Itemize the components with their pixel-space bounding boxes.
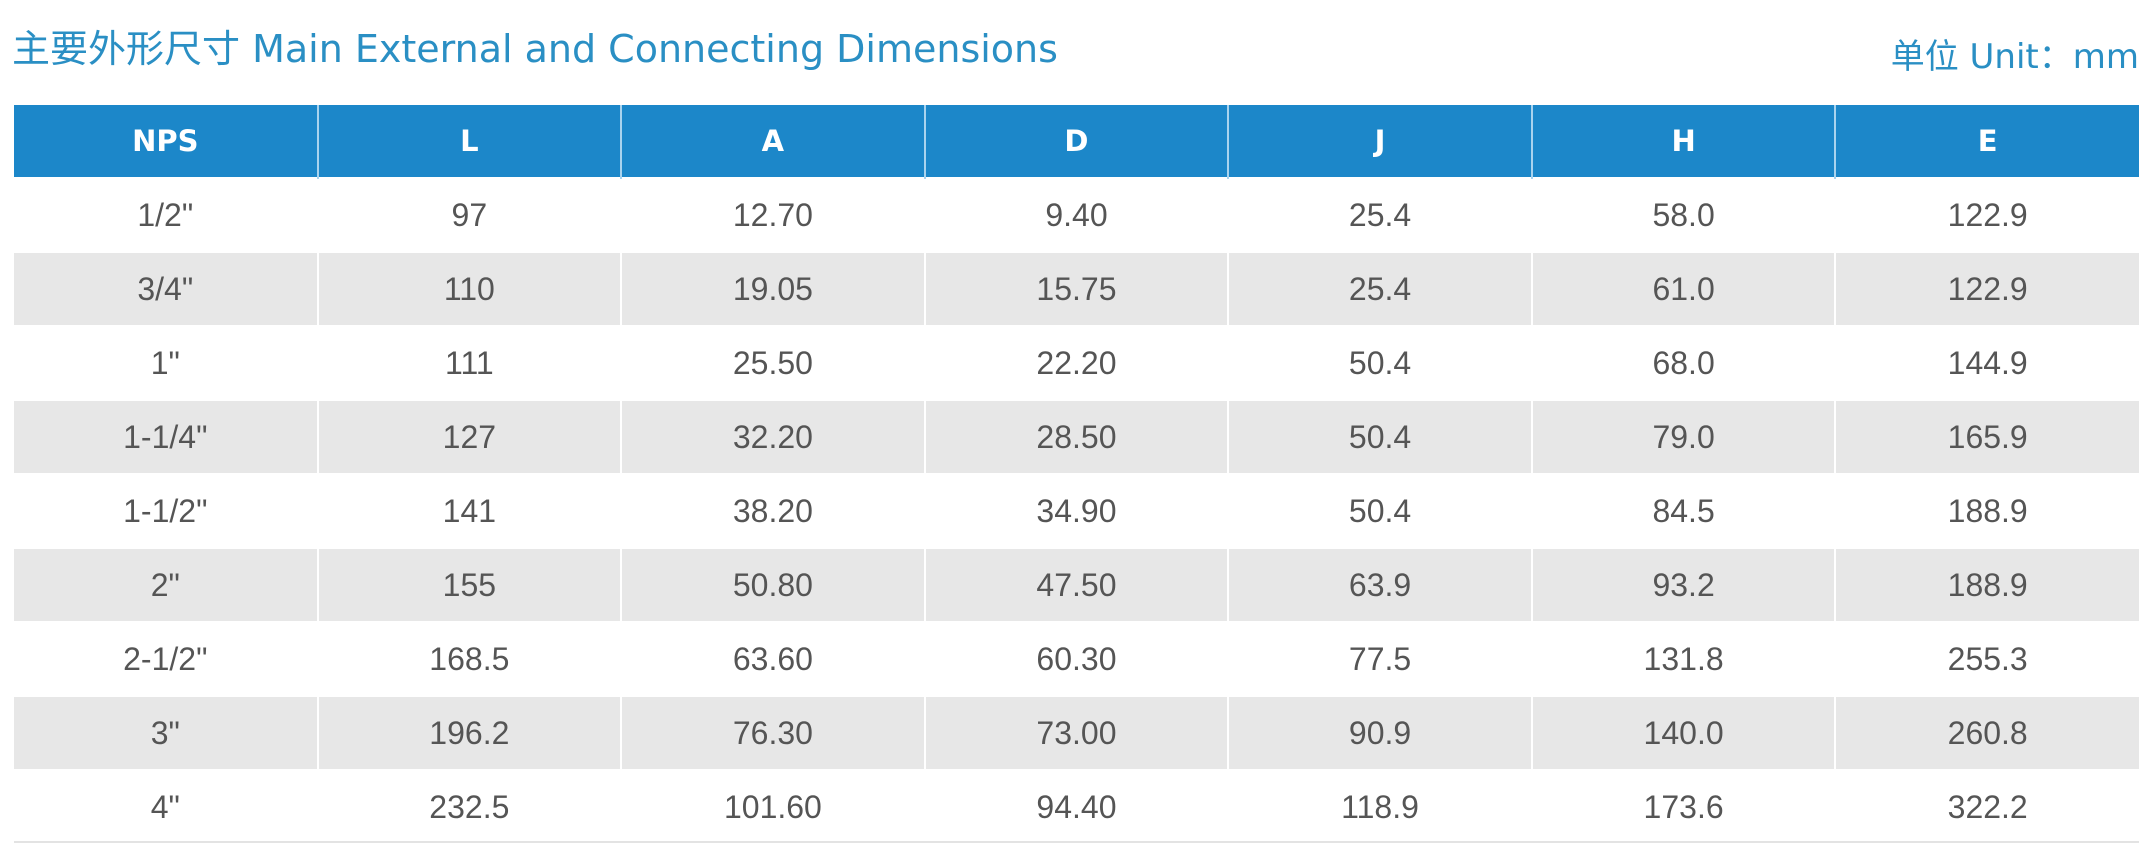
cell-d: 9.40 xyxy=(923,177,1229,252)
cell-l: 111 xyxy=(316,325,622,400)
cell-nps: 2" xyxy=(14,547,318,622)
cell-j: 90.9 xyxy=(1227,695,1532,770)
cell-a: 25.50 xyxy=(620,325,925,400)
cell-a: 38.20 xyxy=(620,473,925,548)
column-header-nps: NPS xyxy=(14,105,318,178)
cell-l: 97 xyxy=(316,177,622,252)
cell-h: 131.8 xyxy=(1530,621,1836,696)
table-header-row: NPS L A D J H E xyxy=(14,105,2139,178)
cell-j: 77.5 xyxy=(1227,621,1532,696)
cell-l: 196.2 xyxy=(316,695,622,770)
cell-a: 76.30 xyxy=(620,695,925,770)
cell-j: 50.4 xyxy=(1227,325,1532,400)
table-row: 1-1/4" 127 32.20 28.50 50.4 79.0 165.9 xyxy=(14,399,2139,474)
cell-d: 94.40 xyxy=(923,769,1229,843)
cell-e: 260.8 xyxy=(1834,695,2139,770)
cell-l: 232.5 xyxy=(316,769,622,843)
cell-a: 50.80 xyxy=(620,547,925,622)
table-row: 2" 155 50.80 47.50 63.9 93.2 188.9 xyxy=(14,547,2139,622)
cell-l: 168.5 xyxy=(316,621,622,696)
column-header-a: A xyxy=(620,105,925,178)
cell-e: 255.3 xyxy=(1834,621,2139,696)
cell-a: 19.05 xyxy=(620,251,925,326)
cell-nps: 2-1/2" xyxy=(14,621,318,696)
cell-nps: 1/2" xyxy=(14,177,318,252)
cell-e: 144.9 xyxy=(1834,325,2139,400)
cell-nps: 4" xyxy=(14,769,318,843)
unit-label: 单位 Unit：mm xyxy=(1890,37,2139,77)
cell-h: 140.0 xyxy=(1530,695,1836,770)
table-bottom-divider xyxy=(14,841,2139,843)
cell-d: 60.30 xyxy=(923,621,1229,696)
cell-d: 15.75 xyxy=(923,251,1229,326)
column-header-l: L xyxy=(316,105,622,178)
cell-h: 68.0 xyxy=(1530,325,1836,400)
cell-d: 28.50 xyxy=(923,399,1229,474)
cell-d: 22.20 xyxy=(923,325,1229,400)
cell-e: 122.9 xyxy=(1834,177,2139,252)
cell-h: 93.2 xyxy=(1530,547,1836,622)
cell-a: 101.60 xyxy=(620,769,925,843)
table-row: 1-1/2" 141 38.20 34.90 50.4 84.5 188.9 xyxy=(14,473,2139,548)
cell-l: 110 xyxy=(316,251,622,326)
cell-l: 141 xyxy=(316,473,622,548)
cell-h: 58.0 xyxy=(1530,177,1836,252)
cell-d: 73.00 xyxy=(923,695,1229,770)
cell-a: 12.70 xyxy=(620,177,925,252)
cell-j: 50.4 xyxy=(1227,399,1532,474)
cell-e: 188.9 xyxy=(1834,473,2139,548)
cell-j: 63.9 xyxy=(1227,547,1532,622)
cell-h: 79.0 xyxy=(1530,399,1836,474)
cell-l: 127 xyxy=(316,399,622,474)
cell-nps: 1" xyxy=(14,325,318,400)
table-row: 4" 232.5 101.60 94.40 118.9 173.6 322.2 xyxy=(14,769,2139,843)
table-row: 3" 196.2 76.30 73.00 90.9 140.0 260.8 xyxy=(14,695,2139,770)
cell-h: 84.5 xyxy=(1530,473,1836,548)
cell-nps: 1-1/4" xyxy=(14,399,318,474)
cell-e: 122.9 xyxy=(1834,251,2139,326)
column-header-d: D xyxy=(923,105,1229,178)
cell-e: 165.9 xyxy=(1834,399,2139,474)
table-row: 1" 111 25.50 22.20 50.4 68.0 144.9 xyxy=(14,325,2139,400)
column-header-h: H xyxy=(1530,105,1836,178)
cell-a: 63.60 xyxy=(620,621,925,696)
page-title: 主要外形尺寸 Main External and Connecting Dime… xyxy=(12,27,1058,71)
cell-l: 155 xyxy=(316,547,622,622)
cell-j: 25.4 xyxy=(1227,177,1532,252)
cell-nps: 3/4" xyxy=(14,251,318,326)
table-row: 2-1/2" 168.5 63.60 60.30 77.5 131.8 255.… xyxy=(14,621,2139,696)
column-header-j: J xyxy=(1227,105,1532,178)
table-row: 1/2" 97 12.70 9.40 25.4 58.0 122.9 xyxy=(14,177,2139,252)
cell-h: 61.0 xyxy=(1530,251,1836,326)
cell-j: 118.9 xyxy=(1227,769,1532,843)
cell-e: 322.2 xyxy=(1834,769,2139,843)
cell-a: 32.20 xyxy=(620,399,925,474)
cell-nps: 1-1/2" xyxy=(14,473,318,548)
cell-h: 173.6 xyxy=(1530,769,1836,843)
cell-nps: 3" xyxy=(14,695,318,770)
dimensions-table: NPS L A D J H E 1/2" 97 12.70 9.40 25.4 … xyxy=(14,105,2139,843)
column-header-e: E xyxy=(1834,105,2139,178)
table-row: 3/4" 110 19.05 15.75 25.4 61.0 122.9 xyxy=(14,251,2139,326)
cell-e: 188.9 xyxy=(1834,547,2139,622)
cell-j: 25.4 xyxy=(1227,251,1532,326)
cell-d: 34.90 xyxy=(923,473,1229,548)
cell-j: 50.4 xyxy=(1227,473,1532,548)
cell-d: 47.50 xyxy=(923,547,1229,622)
